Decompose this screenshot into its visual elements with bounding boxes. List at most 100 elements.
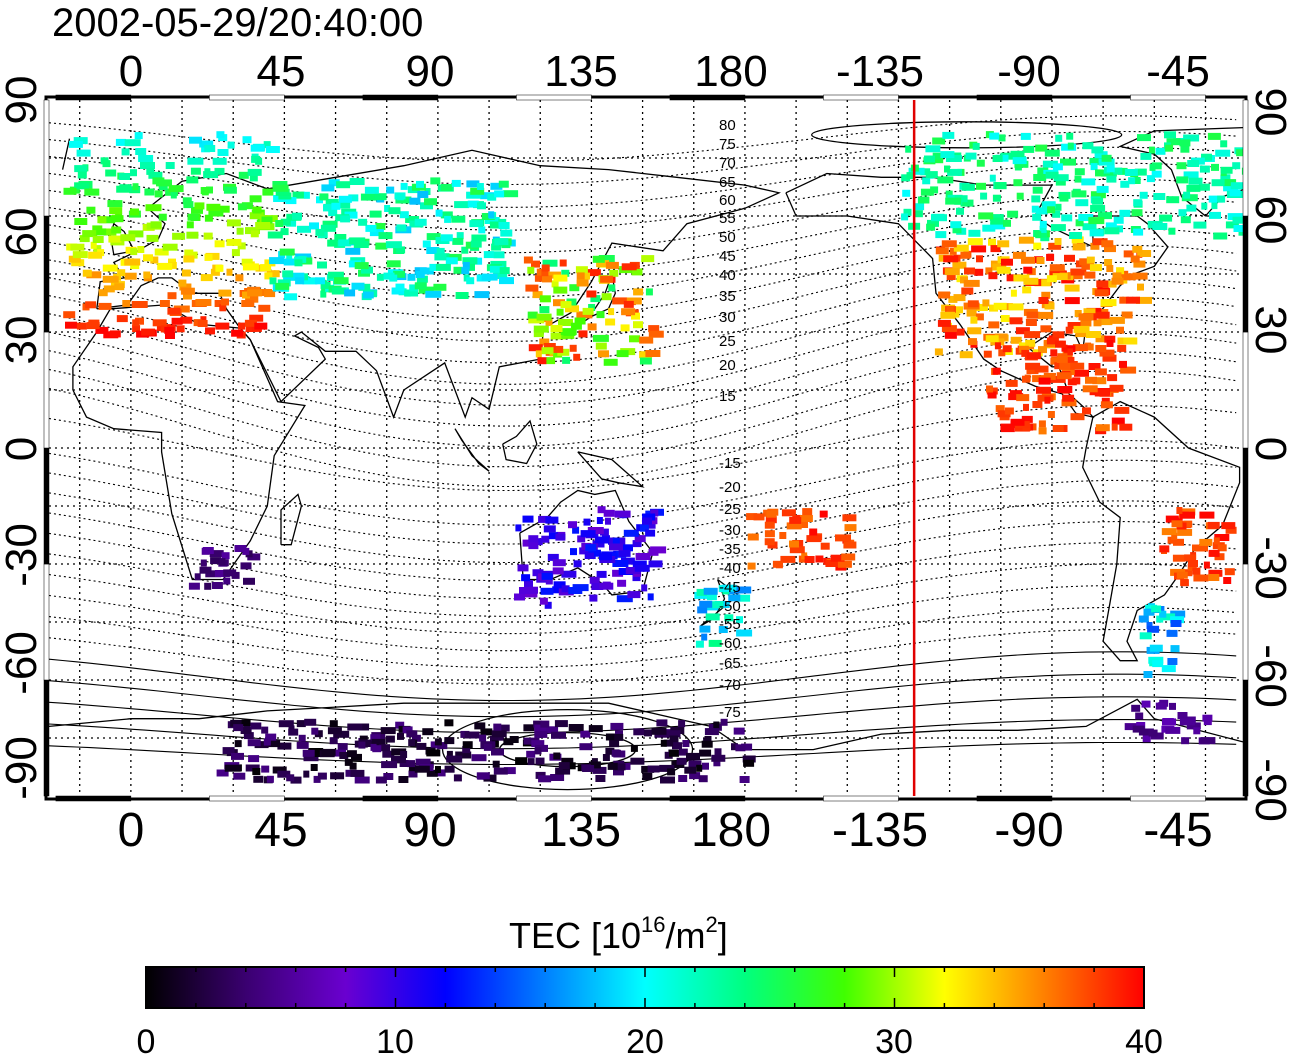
colorbar-tick-labels: 0 10 20 30 40 <box>137 1023 1163 1057</box>
tec-cell <box>187 157 204 165</box>
tec-cell <box>262 188 274 196</box>
tec-cell <box>689 772 701 780</box>
tec-cell <box>705 613 720 621</box>
tec-cell <box>1075 219 1084 227</box>
tec-cell <box>1053 174 1069 182</box>
tec-cell <box>1015 327 1030 335</box>
tec-cell <box>1133 228 1144 236</box>
tec-cell <box>996 266 1011 274</box>
tec-cell <box>989 132 1000 140</box>
tec-cell <box>215 322 230 330</box>
tec-cell <box>1059 194 1069 202</box>
tec-cell <box>651 727 667 735</box>
tec-cell <box>533 325 549 333</box>
top-scale-bar <box>1130 94 1206 101</box>
tec-cell <box>1013 179 1023 187</box>
tec-cell <box>231 752 244 760</box>
tec-cell <box>329 737 338 745</box>
tec-cell <box>227 141 235 149</box>
tec-cell <box>315 228 325 236</box>
tec-cell <box>73 137 88 145</box>
tec-cell <box>481 273 498 281</box>
tec-cell <box>1090 242 1100 250</box>
tec-cell <box>1141 700 1151 708</box>
tec-cell <box>603 509 615 517</box>
tec-cell <box>650 509 659 517</box>
tec-cell <box>971 245 987 253</box>
tec-cell <box>583 518 591 526</box>
tec-cell <box>218 289 232 297</box>
tec-cell <box>976 159 985 167</box>
tec-cell <box>1159 214 1173 222</box>
tec-cell <box>440 234 453 242</box>
tec-cell <box>86 271 102 279</box>
tec-cell <box>302 277 318 285</box>
tec-cell <box>1036 386 1051 394</box>
tec-cell <box>1149 163 1156 171</box>
tec-cell <box>430 741 438 749</box>
tec-cell <box>167 292 177 300</box>
tec-cell <box>132 325 141 333</box>
tec-cell <box>124 272 137 280</box>
tec-cell <box>189 136 202 144</box>
tec-cell <box>1067 142 1074 150</box>
tec-cell <box>1002 345 1012 353</box>
tec-cell <box>536 313 552 321</box>
tec-cell <box>669 749 679 757</box>
tec-cell <box>1273 138 1284 145</box>
tec-cell <box>1220 174 1231 182</box>
tec-cell <box>1050 349 1058 357</box>
tec-cell <box>1179 139 1191 147</box>
tec-cell <box>1070 413 1085 421</box>
tec-cell <box>635 553 651 560</box>
tec-cell <box>789 546 805 554</box>
tec-cell <box>1042 201 1056 209</box>
lon-tick-label: 0 <box>118 804 145 857</box>
tec-cell <box>924 155 935 163</box>
tec-cell <box>947 168 963 176</box>
tec-cell <box>1264 161 1279 168</box>
tec-cell <box>1178 209 1187 217</box>
tec-cell <box>731 743 738 751</box>
tec-cell <box>1088 217 1105 225</box>
tec-cell <box>819 510 828 518</box>
tec-cell <box>120 234 136 242</box>
tec-cell <box>561 570 577 578</box>
tec-cell <box>1009 317 1023 325</box>
tec-cell <box>703 587 718 595</box>
tec-cell <box>605 261 619 269</box>
tec-cell <box>209 550 224 558</box>
tec-cell <box>627 591 641 599</box>
tec-cell <box>98 289 108 297</box>
tec-cell <box>150 256 159 264</box>
tec-cell <box>234 740 242 748</box>
tec-cell <box>634 535 646 543</box>
tec-cell <box>1095 169 1103 177</box>
tec-cell <box>491 748 504 756</box>
tec-cell <box>339 752 349 759</box>
tec-cell <box>354 262 369 270</box>
tec-cell <box>988 321 1000 329</box>
tec-cell <box>633 321 643 329</box>
tec-cell <box>1012 251 1026 259</box>
tec-cell <box>1179 718 1195 726</box>
tec-cell <box>483 251 494 259</box>
tec-cell <box>789 516 802 524</box>
tec-cell <box>648 325 660 333</box>
tec-cell <box>334 234 347 241</box>
tec-cell <box>288 728 299 736</box>
colorbar-tick-label: 0 <box>137 1023 156 1057</box>
tec-cell <box>1201 202 1208 210</box>
tec-cell <box>74 218 88 225</box>
contour-label: 20 <box>719 357 736 374</box>
tec-cell <box>278 192 292 200</box>
tec-cell <box>613 768 624 776</box>
tec-cell <box>945 155 962 162</box>
tec-cell <box>1121 273 1136 281</box>
tec-cell <box>1056 356 1068 363</box>
tec-cell <box>775 561 783 569</box>
tec-cell <box>135 317 144 325</box>
tec-cell <box>1193 727 1201 735</box>
tec-cell <box>296 741 309 749</box>
tec-cell <box>1211 179 1225 187</box>
